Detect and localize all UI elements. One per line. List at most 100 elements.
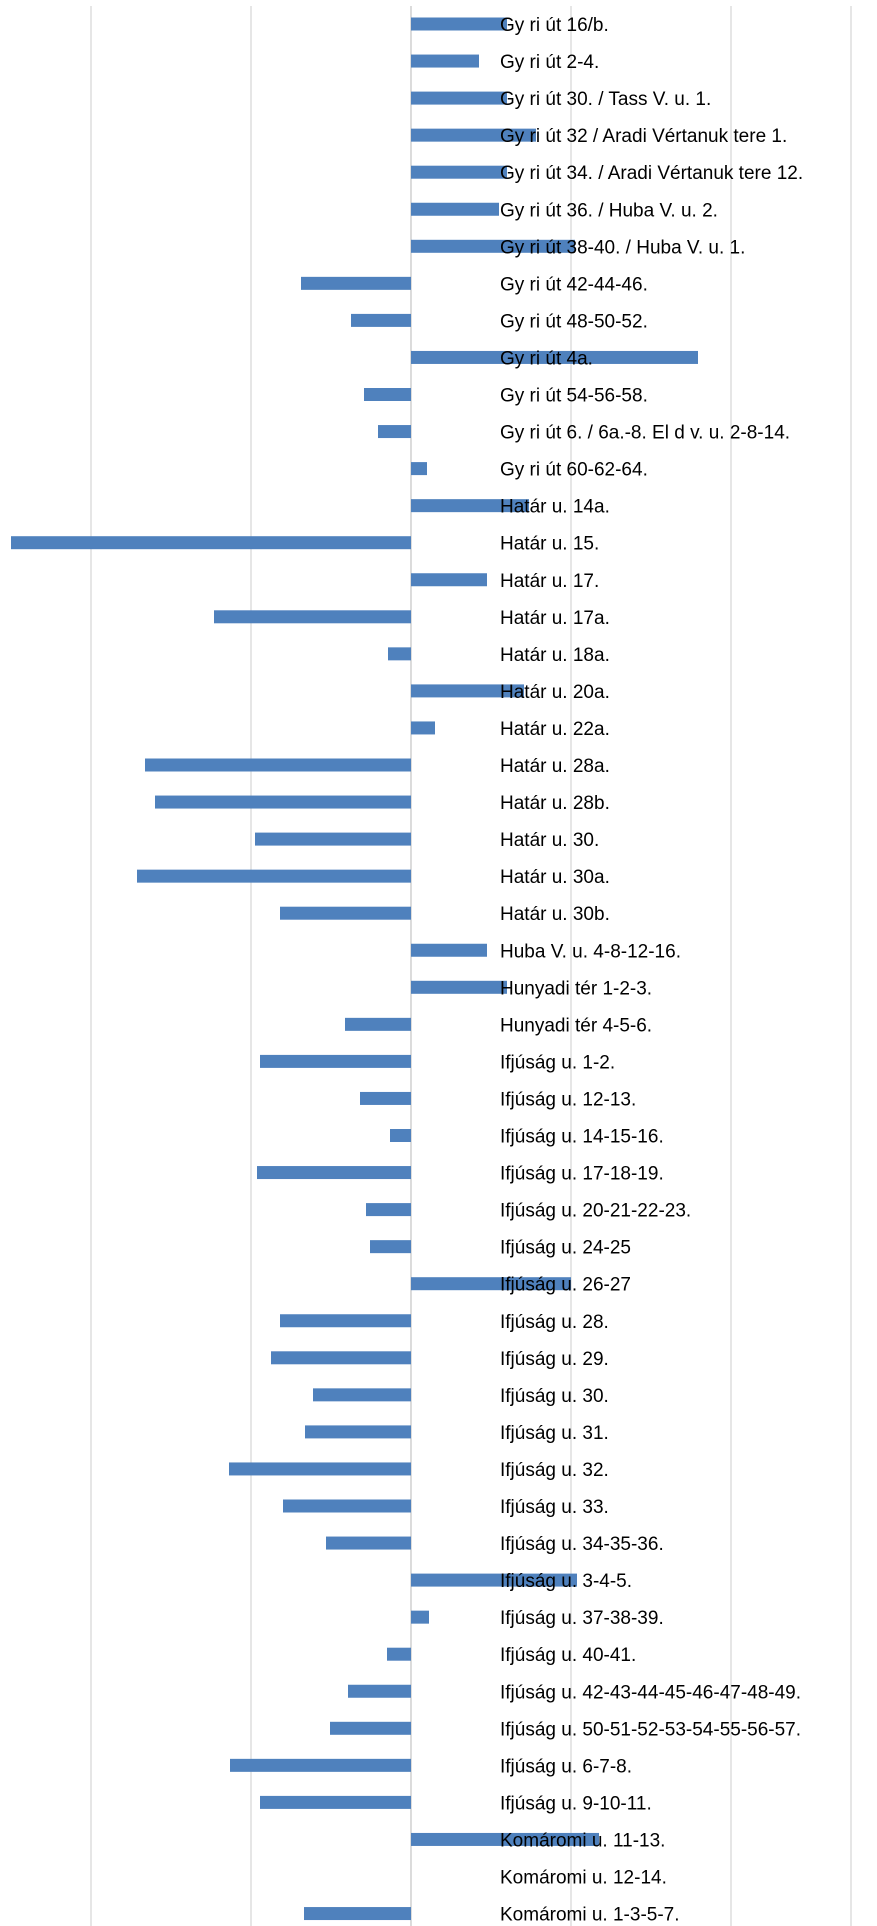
category-label: Ifjúság u. 37-38-39. xyxy=(500,1608,664,1629)
bar xyxy=(411,499,529,513)
bar xyxy=(411,91,507,105)
bar xyxy=(411,943,487,957)
bar xyxy=(301,276,411,290)
category-label: Huba V. u. 4-8-12-16. xyxy=(500,941,681,962)
category-label: Ifjúság u. 31. xyxy=(500,1423,609,1444)
bar xyxy=(271,1351,411,1365)
category-labels: Gy ri út 16/b. Gy ri út 2-4. Gy ri út 30. … xyxy=(500,15,803,1926)
category-label: Ifjúság u. 28. xyxy=(500,1312,609,1333)
bar xyxy=(411,165,507,179)
bar xyxy=(370,1240,411,1254)
bar xyxy=(305,1425,411,1439)
bar xyxy=(366,1203,411,1217)
bar xyxy=(345,1017,411,1031)
category-label: Hunyadi tér 4-5-6. xyxy=(500,1015,652,1036)
bar xyxy=(411,684,524,698)
category-label: Határ u. 14a. xyxy=(500,497,610,518)
category-label: Ifjúság u. 12-13. xyxy=(500,1089,636,1110)
category-label: Hunyadi tér 1-2-3. xyxy=(500,978,652,999)
category-label: Gy ri út 32 / Aradi Vértanuk tere 1. xyxy=(500,126,787,147)
bar xyxy=(411,1573,577,1587)
bar xyxy=(411,239,575,253)
category-label: Gy ri út 16/b. xyxy=(500,15,609,36)
bars xyxy=(11,17,698,1921)
category-label: Ifjúság u. 14-15-16. xyxy=(500,1127,664,1148)
bar xyxy=(411,350,698,364)
bar xyxy=(351,313,411,327)
bar xyxy=(230,1758,411,1772)
category-label: Ifjúság u. 32. xyxy=(500,1460,609,1481)
category-label: Komáromi u. 12-14. xyxy=(500,1868,667,1889)
bar xyxy=(155,795,411,809)
category-label: Ifjúság u. 50-51-52-53-54-55-56-57. xyxy=(500,1719,801,1740)
category-label: Gy ri út 38-40. / Huba V. u. 1. xyxy=(500,237,745,258)
bar xyxy=(364,388,411,401)
category-label: Ifjúság u. 17-18-19. xyxy=(500,1164,664,1185)
bar xyxy=(137,869,411,883)
gridlines xyxy=(90,6,852,1926)
bar xyxy=(229,1462,411,1476)
category-label: Komáromi u. 11-13. xyxy=(500,1830,665,1851)
category-label: Határ u. 30b. xyxy=(500,904,610,925)
category-label: Komáromi u. 1-3-5-7. xyxy=(500,1905,680,1926)
category-label: Határ u. 22a. xyxy=(500,719,610,740)
bar xyxy=(411,721,435,735)
category-label: Gy ri út 34. / Aradi Vértanuk tere 12. xyxy=(500,163,803,184)
bar xyxy=(411,128,536,142)
category-label: Ifjúság u. 6-7-8. xyxy=(500,1756,632,1777)
category-label: Gy ri út 42-44-46. xyxy=(500,274,648,295)
bar xyxy=(411,462,427,476)
bar xyxy=(411,1610,429,1624)
category-label: Gy ri út 30. / Tass V. u. 1. xyxy=(500,89,711,110)
bar xyxy=(411,980,507,994)
bar xyxy=(313,1388,411,1402)
category-label: Ifjúság u. 26-27 xyxy=(500,1275,631,1296)
bar xyxy=(304,1907,411,1921)
category-label: Ifjúság u. 40-41. xyxy=(500,1645,636,1666)
category-label: Határ u. 28b. xyxy=(500,793,610,814)
bar xyxy=(388,647,411,661)
category-label: Határ u. 20a. xyxy=(500,682,610,703)
category-label: Gy ri út 2-4. xyxy=(500,52,599,73)
category-label: Ifjúság u. 3-4-5. xyxy=(500,1571,632,1592)
category-label: Gy ri út 4a. xyxy=(500,348,593,369)
category-label: Gy ri út 54-56-58. xyxy=(500,386,648,407)
category-label: Határ u. 30a. xyxy=(500,867,610,888)
category-label: Gy ri út 48-50-52. xyxy=(500,311,648,332)
category-label: Határ u. 18a. xyxy=(500,645,610,666)
category-label: Ifjúság u. 33. xyxy=(500,1497,609,1518)
category-label: Ifjúság u. 30. xyxy=(500,1386,609,1407)
category-label: Ifjúság u. 9-10-11. xyxy=(500,1793,652,1814)
bar xyxy=(411,202,499,216)
category-label: Gy ri út 60-62-64. xyxy=(500,460,648,481)
bar xyxy=(348,1684,411,1698)
bar xyxy=(257,1166,411,1180)
bar xyxy=(411,17,507,31)
bar xyxy=(283,1499,411,1513)
category-label: Ifjúság u. 20-21-22-23. xyxy=(500,1201,691,1222)
category-label: Ifjúság u. 24-25 xyxy=(500,1238,631,1259)
bar xyxy=(378,425,411,439)
bar xyxy=(145,758,411,772)
bar xyxy=(280,1314,411,1328)
bar xyxy=(411,573,487,587)
bar xyxy=(260,1795,411,1809)
bar xyxy=(411,1832,599,1846)
category-label: Ifjúság u. 34-35-36. xyxy=(500,1534,664,1555)
bar xyxy=(260,1054,411,1068)
bar xyxy=(255,832,411,846)
category-label: Ifjúság u. 1-2. xyxy=(500,1052,615,1073)
category-label: Határ u. 15. xyxy=(500,534,599,555)
bar xyxy=(387,1647,411,1661)
bar xyxy=(326,1536,411,1550)
bar xyxy=(360,1091,411,1105)
category-label: Határ u. 30. xyxy=(500,830,599,851)
bar xyxy=(411,54,479,68)
category-label: Gy ri út 36. / Huba V. u. 2. xyxy=(500,200,718,221)
bar xyxy=(390,1129,411,1142)
category-label: Ifjúság u. 29. xyxy=(500,1349,609,1370)
category-label: Ifjúság u. 42-43-44-45-46-47-48-49. xyxy=(500,1682,801,1703)
category-label: Határ u. 17. xyxy=(500,571,599,592)
bar xyxy=(280,906,411,920)
